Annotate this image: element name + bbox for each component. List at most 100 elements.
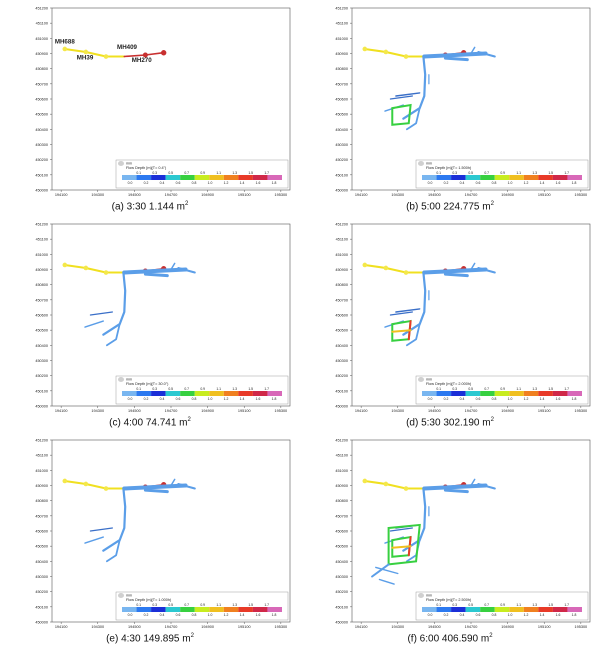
y-tick-label: 450200 bbox=[35, 158, 48, 162]
y-tick-label: 450900 bbox=[35, 52, 48, 56]
legend-bottom-tick: 1.2 bbox=[224, 181, 229, 185]
legend-color-bin bbox=[238, 607, 253, 612]
legend-title: Flow Depth [m](T= 1.500h) bbox=[426, 166, 472, 170]
legend-color-bin bbox=[480, 607, 495, 612]
legend-top-tick: 0.9 bbox=[500, 603, 505, 607]
legend-top-tick: 1.1 bbox=[516, 603, 521, 607]
panel-caption: (f) 6:00 406.590 m2 bbox=[300, 633, 600, 644]
manhole-label: MH688 bbox=[55, 39, 76, 46]
legend-color-bin bbox=[422, 607, 437, 612]
flooded-branch bbox=[170, 478, 176, 487]
x-tick-label: 195300 bbox=[275, 193, 288, 197]
x-tick-label: 194500 bbox=[128, 625, 141, 629]
legend-top-tick: 0.1 bbox=[436, 387, 441, 391]
legend-bottom-tick: 1.2 bbox=[524, 181, 529, 185]
y-tick-label: 450500 bbox=[335, 545, 348, 549]
legend-bottom-tick: 0.0 bbox=[128, 613, 133, 617]
x-tick-label: 194300 bbox=[391, 193, 404, 197]
legend-top-tick: 0.1 bbox=[436, 603, 441, 607]
legend-top-tick: 0.1 bbox=[136, 171, 141, 175]
y-tick-label: 450800 bbox=[335, 499, 348, 503]
legend-color-bin bbox=[465, 391, 481, 396]
caption-text: (c) 4:00 74.741 m bbox=[109, 417, 188, 429]
upstream-pipe bbox=[363, 48, 426, 58]
upstream-pipe bbox=[63, 480, 126, 490]
legend-bottom-tick: 0.8 bbox=[192, 613, 197, 617]
x-tick-label: 194100 bbox=[355, 409, 368, 413]
map-panel-a: 451200 451100 451000 450900 450800 450700 4506… bbox=[0, 0, 300, 215]
legend-color-bin bbox=[465, 607, 481, 612]
rain-drop-icon bbox=[418, 593, 424, 598]
upstream-pipe bbox=[63, 48, 126, 58]
flooded-branch-south bbox=[402, 55, 427, 120]
legend-bottom-tick: 0.4 bbox=[460, 181, 465, 185]
y-tick-label: 450200 bbox=[35, 590, 48, 594]
legend-color-bin bbox=[552, 175, 568, 180]
legend-color-bin bbox=[267, 607, 282, 612]
y-tick-label: 450500 bbox=[335, 113, 348, 117]
x-tick-label: 195100 bbox=[238, 409, 251, 413]
flooded-trunk bbox=[422, 483, 488, 491]
manhole-node-red bbox=[142, 52, 148, 58]
y-tick-label: 451100 bbox=[336, 238, 348, 242]
legend-unit-label: mm bbox=[126, 594, 132, 598]
y-tick-label: 450000 bbox=[335, 189, 348, 193]
y-tick-label: 451200 bbox=[335, 7, 348, 11]
manhole-node bbox=[362, 478, 368, 484]
legend-color-bin bbox=[252, 607, 268, 612]
legend-top-tick: 0.7 bbox=[484, 387, 489, 391]
legend-color-bin bbox=[194, 607, 210, 612]
y-tick-label: 451000 bbox=[335, 469, 348, 473]
legend-top-tick: 1.1 bbox=[216, 171, 221, 175]
x-tick-label: 194100 bbox=[55, 193, 68, 197]
flooded-lateral bbox=[395, 92, 421, 97]
panel-caption: (b) 5:00 224.775 m2 bbox=[300, 201, 600, 212]
legend-color-bin bbox=[567, 391, 582, 396]
upstream-pipe bbox=[63, 264, 126, 274]
caption-superscript: 2 bbox=[490, 417, 494, 423]
legend-top-tick: 0.3 bbox=[152, 387, 157, 391]
legend-bottom-tick: 0.0 bbox=[428, 613, 433, 617]
panel-caption: (c) 4:00 74.741 m2 bbox=[0, 417, 300, 428]
flooded-branch-south bbox=[102, 271, 127, 336]
legend-top-tick: 0.1 bbox=[136, 387, 141, 391]
manhole-node bbox=[103, 270, 109, 275]
manhole-label: MH39 bbox=[77, 55, 94, 62]
x-tick-label: 194700 bbox=[465, 625, 478, 629]
legend-bottom-tick: 0.0 bbox=[128, 181, 133, 185]
legend-top-tick: 1.3 bbox=[232, 171, 237, 175]
manhole-node bbox=[83, 49, 89, 55]
legend-bottom-tick: 1.4 bbox=[240, 181, 245, 185]
legend-top-tick: 1.7 bbox=[564, 387, 569, 391]
y-tick-label: 450600 bbox=[335, 314, 348, 318]
legend-top-tick: 1.5 bbox=[548, 171, 553, 175]
legend-color-bin bbox=[538, 607, 553, 612]
manhole-label: MH409 bbox=[117, 44, 138, 51]
legend-color-bin bbox=[552, 607, 568, 612]
caption-text: (e) 4:30 149.895 m bbox=[106, 633, 191, 645]
caption-superscript: 2 bbox=[187, 417, 191, 423]
legend-top-tick: 0.9 bbox=[500, 171, 505, 175]
manhole-node bbox=[103, 486, 109, 491]
rain-drop-icon bbox=[418, 377, 424, 382]
legend-color-bin bbox=[151, 607, 166, 612]
y-tick-label: 450500 bbox=[335, 329, 348, 333]
legend-bottom-tick: 1.0 bbox=[508, 613, 513, 617]
y-tick-label: 450000 bbox=[35, 189, 48, 193]
legend-top-tick: 0.7 bbox=[184, 603, 189, 607]
y-tick-label: 450500 bbox=[35, 329, 48, 333]
legend-top-tick: 1.7 bbox=[564, 171, 569, 175]
y-tick-label: 450900 bbox=[35, 268, 48, 272]
legend-color-bin bbox=[252, 391, 268, 396]
legend-bottom-tick: 1.0 bbox=[508, 181, 513, 185]
y-tick-label: 450100 bbox=[35, 605, 48, 609]
map-panel-b: 451200 451100 451000 450900 450800 450700 4506… bbox=[300, 0, 600, 215]
flooded-branch bbox=[177, 483, 196, 490]
y-tick-label: 451100 bbox=[336, 22, 348, 26]
legend-bottom-tick: 0.0 bbox=[428, 397, 433, 401]
legend-color-bin bbox=[436, 607, 452, 612]
legend-bottom-tick: 1.2 bbox=[524, 397, 529, 401]
flooded-lateral bbox=[378, 578, 395, 585]
y-tick-label: 450100 bbox=[335, 605, 348, 609]
legend-top-tick: 1.7 bbox=[264, 603, 269, 607]
